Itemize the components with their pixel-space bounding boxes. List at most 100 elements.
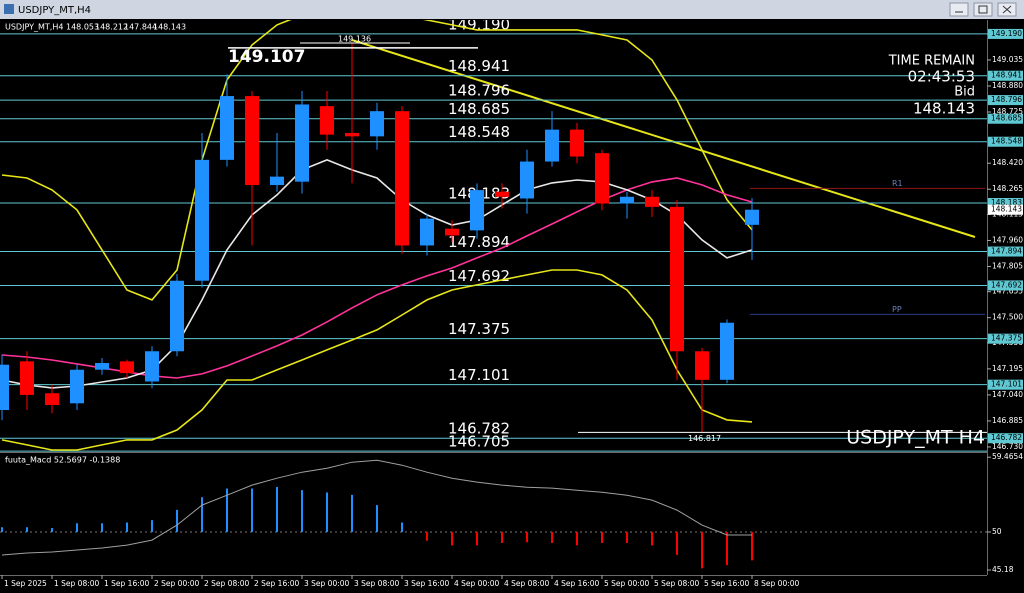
y-tick-label: 148.725 bbox=[992, 107, 1023, 116]
level-price-label: 147.101 bbox=[991, 380, 1022, 389]
candle-body bbox=[170, 280, 184, 352]
level-price-box bbox=[988, 113, 1023, 124]
candle-body bbox=[395, 111, 409, 246]
macd-bar bbox=[751, 531, 753, 561]
level-price-box bbox=[988, 198, 1023, 209]
x-tick-label: 1 Sep 08:00 bbox=[54, 579, 100, 588]
macd-bar bbox=[476, 531, 478, 546]
trend-line bbox=[351, 39, 976, 238]
level-price-box bbox=[988, 280, 1023, 291]
window-icon bbox=[4, 4, 14, 14]
y-tick-label: 147.195 bbox=[992, 364, 1023, 373]
header-ohlc: 148.143 bbox=[153, 23, 186, 32]
macd-bar bbox=[151, 520, 153, 532]
macd-y-tick-label: 45.18 bbox=[992, 565, 1014, 574]
candle-body bbox=[245, 96, 259, 186]
level-label: 147.375 bbox=[448, 320, 510, 338]
level-label: 146.705 bbox=[448, 433, 510, 451]
x-tick-label: 3 Sep 08:00 bbox=[354, 579, 400, 588]
candle-body bbox=[370, 111, 384, 137]
macd-bar bbox=[226, 488, 228, 532]
macd-bar bbox=[176, 509, 178, 532]
x-tick-label: 8 Sep 00:00 bbox=[754, 579, 800, 588]
macd-y-tick-label: 50 bbox=[992, 527, 1002, 536]
macd-bar bbox=[501, 531, 503, 544]
annotation-label: R1 bbox=[892, 179, 903, 188]
candle-body bbox=[70, 369, 84, 404]
candle-body bbox=[720, 322, 734, 380]
level-price-label: 147.692 bbox=[991, 280, 1022, 289]
y-tick-label: 147.805 bbox=[992, 261, 1023, 270]
level-price-box bbox=[988, 379, 1023, 390]
candle-body bbox=[420, 218, 434, 246]
candle-body bbox=[120, 361, 134, 374]
level-price-box bbox=[988, 28, 1023, 39]
macd-signal bbox=[1, 459, 752, 556]
macd-bar bbox=[601, 531, 603, 544]
level-price-box bbox=[988, 333, 1023, 344]
x-tick-label: 5 Sep 00:00 bbox=[604, 579, 650, 588]
level-label: 148.685 bbox=[448, 100, 510, 118]
y-tick-label: 147.655 bbox=[992, 287, 1023, 296]
x-tick-label: 4 Sep 08:00 bbox=[504, 579, 550, 588]
candle-body bbox=[470, 190, 484, 231]
candle-body bbox=[620, 196, 634, 204]
x-tick-label: 3 Sep 00:00 bbox=[304, 579, 350, 588]
level-price-label: 149.190 bbox=[991, 29, 1022, 38]
macd-bar bbox=[101, 523, 103, 532]
candle-body bbox=[270, 176, 284, 186]
y-tick-label: 148.265 bbox=[992, 184, 1023, 193]
candle-body bbox=[745, 209, 759, 225]
candle-body bbox=[595, 153, 609, 204]
level-price-label: 148.183 bbox=[991, 198, 1022, 207]
time-remain-label: TIME REMAIN bbox=[888, 54, 975, 69]
header-ohlc: 148.212 bbox=[95, 23, 128, 32]
window-buttons[interactable] bbox=[949, 2, 1017, 17]
time-remain: 02:43:53 bbox=[908, 68, 975, 86]
main-plot: 149.190148.941148.796148.685148.548148.1… bbox=[0, 20, 987, 452]
macd-bar bbox=[526, 531, 528, 543]
level-price-box bbox=[988, 70, 1023, 81]
level-price-label: 148.685 bbox=[991, 114, 1022, 123]
macd-bar bbox=[651, 531, 653, 546]
maximize-button[interactable] bbox=[973, 2, 993, 17]
macd-bar bbox=[401, 522, 403, 532]
macd-bar bbox=[551, 531, 553, 544]
bid-price-label: 148.143 bbox=[991, 205, 1022, 214]
candle-body bbox=[670, 206, 684, 352]
annotation-label: PP bbox=[892, 305, 902, 314]
level-label: 147.894 bbox=[448, 233, 510, 251]
close-icon bbox=[1002, 5, 1012, 14]
level-label: 148.548 bbox=[448, 123, 510, 141]
candle-body bbox=[545, 129, 559, 162]
header-ohlc: 147.844 bbox=[124, 23, 157, 32]
y-tick-label: 146.885 bbox=[992, 416, 1023, 425]
indicator-line bbox=[1, 269, 753, 451]
y-tick-label: 147.040 bbox=[992, 390, 1023, 399]
level-price-label: 147.375 bbox=[991, 334, 1022, 343]
macd-bar bbox=[1, 527, 3, 532]
macd-bar bbox=[301, 490, 303, 532]
y-tick-label: 149.035 bbox=[992, 55, 1023, 64]
candle-body bbox=[445, 228, 459, 236]
macd-plot bbox=[0, 459, 987, 569]
candle-body bbox=[295, 104, 309, 182]
macd-bar bbox=[726, 531, 728, 566]
candle-body bbox=[695, 351, 709, 380]
level-label: 147.101 bbox=[448, 366, 510, 384]
y-tick-label: 148.420 bbox=[992, 158, 1023, 167]
level-price-label: 148.548 bbox=[991, 137, 1022, 146]
candle-body bbox=[95, 363, 109, 370]
level-price-box bbox=[988, 433, 1023, 444]
x-tick-label: 1 Sep 16:00 bbox=[104, 579, 150, 588]
candle-body bbox=[645, 196, 659, 207]
macd-bar bbox=[251, 488, 253, 532]
minimize-button[interactable] bbox=[949, 2, 969, 17]
title-bar bbox=[0, 0, 1024, 19]
x-tick-label: 2 Sep 00:00 bbox=[154, 579, 200, 588]
macd-bar bbox=[451, 531, 453, 546]
candle-body bbox=[145, 351, 159, 382]
x-tick-label: 4 Sep 00:00 bbox=[454, 579, 500, 588]
candle-body bbox=[570, 129, 584, 157]
